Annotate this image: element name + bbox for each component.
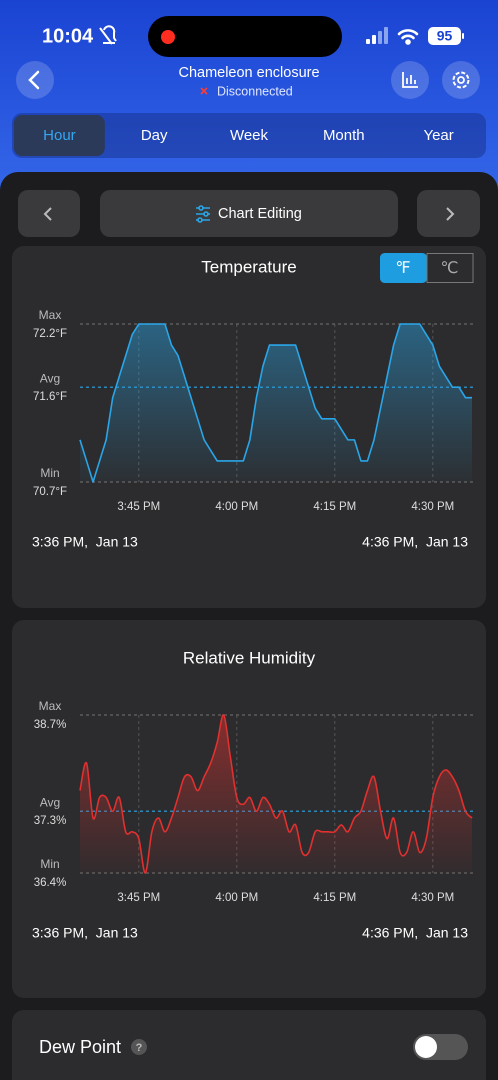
y-tick-name: Min [40, 857, 59, 871]
y-tick-label: 71.6°F [33, 391, 67, 403]
x-tick-label: 4:30 PM [411, 892, 454, 904]
recording-dot [161, 30, 175, 44]
battery-tip [462, 33, 464, 39]
area [80, 324, 472, 482]
switch-knob[interactable] [415, 1036, 437, 1058]
unit-option-background[interactable] [426, 253, 474, 283]
x-tick-label: 4:15 PM [313, 501, 356, 513]
help-mark: ? [136, 1042, 143, 1054]
tabs: Hour Day Week Month Year [14, 115, 454, 156]
y-tick-label: 72.2°F [33, 328, 67, 340]
tab[interactable]: Day [141, 127, 168, 144]
tab-selected-background [14, 115, 105, 156]
chart-title: Relative Humidity [183, 648, 316, 667]
dew-point-card [12, 1010, 486, 1080]
battery-level: 95 [437, 28, 453, 44]
disconnected-icon [200, 87, 208, 95]
unit-option[interactable]: ℃ [441, 260, 459, 277]
x-tick-label: 4:30 PM [411, 501, 454, 513]
unit-toggle: ℉ ℃ [380, 253, 474, 283]
y-tick-name: Max [39, 308, 62, 322]
dew-point-label: Dew Point [39, 1037, 121, 1057]
tab[interactable]: Hour [43, 127, 76, 144]
tab[interactable]: Week [230, 127, 269, 144]
tab[interactable]: Year [423, 127, 453, 144]
dew-point-switch[interactable] [413, 1034, 468, 1060]
tab-bar [12, 113, 486, 158]
range-start: 3:36 PM, Jan 13 [32, 925, 138, 941]
clock: 10:04 [42, 25, 94, 47]
temperature-card [12, 246, 486, 608]
battery [428, 27, 461, 45]
tab[interactable]: Month [323, 127, 365, 144]
next-button[interactable] [417, 190, 480, 237]
range-start: 3:36 PM, Jan 13 [32, 534, 138, 550]
dynamic-island [148, 16, 342, 57]
wifi-icon [397, 29, 419, 45]
line [79, 714, 473, 874]
mute-icon [99, 25, 117, 45]
chart-button[interactable] [391, 61, 429, 99]
previous-button[interactable] [18, 190, 80, 237]
y-tick-label: 70.7°F [33, 486, 67, 498]
y-tick-name: Min [40, 466, 59, 480]
unit-option[interactable]: ℉ [395, 260, 410, 277]
x-tick-label: 4:00 PM [215, 892, 258, 904]
back-button[interactable] [16, 61, 54, 99]
range-end: 4:36 PM, Jan 13 [362, 925, 468, 941]
area [80, 714, 472, 874]
x-tick-label: 4:00 PM [215, 501, 258, 513]
chart-editing-label: Chart Editing [218, 206, 302, 222]
settings-button[interactable] [442, 61, 480, 99]
signal-icon [366, 27, 388, 44]
y-tick-label: 38.7% [34, 719, 67, 731]
x-tick-label: 3:45 PM [117, 892, 160, 904]
x-tick-label: 3:45 PM [117, 501, 160, 513]
y-tick-name: Max [39, 699, 62, 713]
y-tick-name: Avg [40, 795, 60, 809]
chart-editing-button[interactable] [100, 190, 398, 237]
line [79, 323, 472, 483]
y-tick-label: 37.3% [34, 815, 67, 827]
connection-status: Disconnected [217, 84, 293, 98]
y-tick-name: Avg [40, 371, 60, 385]
device-title: Chameleon enclosure [178, 65, 319, 81]
help-icon[interactable] [131, 1039, 147, 1055]
y-tick-label: 36.4% [34, 877, 67, 889]
x-tick-label: 4:15 PM [313, 892, 356, 904]
chart-title: Temperature [201, 257, 296, 276]
range-end: 4:36 PM, Jan 13 [362, 534, 468, 550]
